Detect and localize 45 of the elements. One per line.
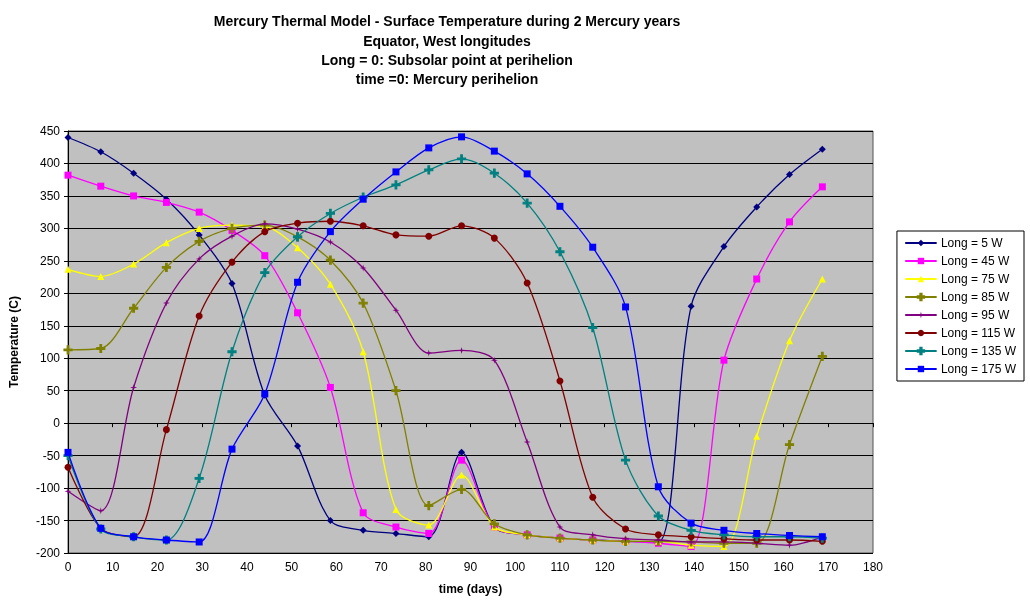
chart-title: Mercury Thermal Model - Surface Temperature during 2 Mercury years [213,12,681,29]
y-tick-label: -200 [35,546,61,560]
legend-label: Long = 75 W [940,272,1010,286]
x-tick-label: 20 [150,560,165,574]
y-tick-label: 50 [46,383,61,398]
x-tick-label: 90 [463,560,478,574]
y-tick-label: -100 [35,481,61,496]
legend-label: Long = 135 W [940,344,1017,358]
legend-label: Long = 45 W [940,254,1010,268]
y-tick-label: -150 [35,513,61,528]
x-tick-label: 70 [374,560,389,574]
x-tick-label: 170 [818,560,839,574]
legend-label: Long = 175 W [940,362,1017,376]
x-tick-label: 80 [419,560,433,574]
x-tick-label: 150 [728,560,750,574]
x-tick-label: 40 [240,560,254,574]
x-tick-label: 180 [862,560,884,574]
y-tick-label: 100 [39,351,61,366]
x-axis-title: time (days) [438,582,503,596]
y-tick-label: 0 [53,416,61,431]
y-axis-title: Temperature (C) [7,296,21,388]
x-tick-label: 140 [684,560,705,574]
x-tick-label: 30 [195,560,210,574]
x-tick-label: 120 [594,560,615,574]
chart-subtitle: Equator, West longitudes Long = 0: Subsolar point at perihelion time =0: Mercury perihelion [321,32,573,87]
y-tick-label: 300 [39,221,61,236]
legend-label: Long = 5 W [940,236,1004,250]
x-tick-label: 100 [505,560,526,574]
y-tick-label: 450 [39,124,61,138]
x-tick-label: 110 [550,560,570,574]
x-tick-label: 50 [284,560,299,574]
x-tick-label: 60 [329,560,344,574]
y-tick-label: 350 [39,188,61,203]
legend-label: Long = 95 W [940,308,1010,322]
y-tick-label: -50 [42,448,61,463]
y-tick-label: 150 [39,318,61,333]
legend-label: Long = 85 W [940,290,1010,304]
y-tick-label: 400 [39,156,61,171]
legend-label: Long = 115 W [940,326,1016,340]
x-tick-label: 10 [106,560,120,574]
x-tick-label: 0 [64,560,72,574]
y-tick-label: 200 [39,286,61,301]
y-tick-label: 250 [39,253,61,268]
x-tick-label: 160 [773,560,794,574]
x-tick-label: 130 [639,560,660,574]
